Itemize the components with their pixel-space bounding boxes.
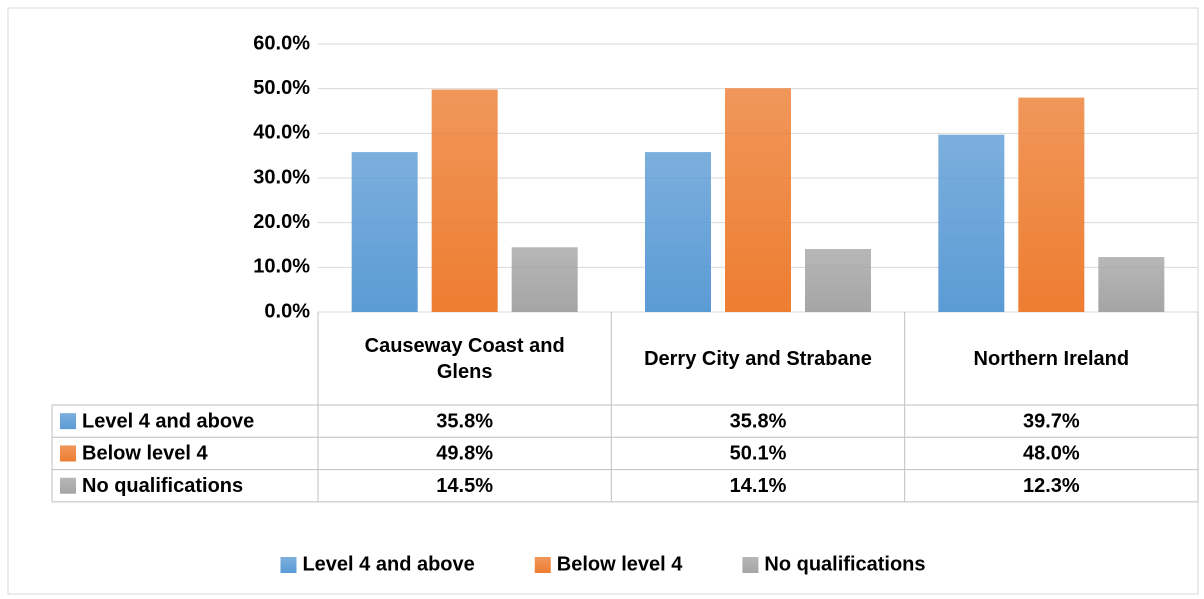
table-value: 14.1%	[730, 475, 787, 497]
table-value: 39.7%	[1023, 410, 1080, 432]
y-tick-label: 40.0%	[253, 122, 310, 144]
table-value: 49.8%	[436, 443, 493, 465]
legend-label: No qualifications	[764, 553, 925, 575]
legend-key	[742, 557, 759, 573]
table-value: 12.3%	[1023, 475, 1080, 497]
bar	[431, 89, 498, 312]
table-value: 14.5%	[436, 475, 493, 497]
bar	[1018, 97, 1085, 312]
bar	[351, 152, 418, 312]
bar	[938, 134, 1005, 312]
table-value: 35.8%	[436, 410, 493, 432]
y-tick-label: 30.0%	[253, 166, 310, 188]
y-tick-label: 50.0%	[253, 77, 310, 99]
bar	[645, 152, 711, 312]
legend-label: Below level 4	[557, 553, 683, 575]
y-tick-label: 0.0%	[264, 300, 310, 322]
table-legend-key	[60, 477, 76, 494]
table-value: 50.1%	[730, 443, 787, 465]
y-tick-label: 10.0%	[253, 256, 310, 278]
y-tick-label: 20.0%	[253, 211, 310, 233]
legend-key	[534, 557, 551, 573]
table-row-label: No qualifications	[82, 475, 243, 497]
category-label: Derry City and Strabane	[644, 347, 872, 370]
bar	[725, 88, 791, 312]
bar	[1098, 257, 1165, 312]
bar	[805, 249, 871, 312]
table-legend-key	[60, 445, 76, 462]
category-label: Northern Ireland	[973, 347, 1130, 370]
table-row-label: Below level 4	[82, 443, 208, 465]
legend-key	[280, 557, 297, 573]
table-legend-key	[60, 413, 76, 430]
table-row-label: Level 4 and above	[82, 410, 254, 432]
table-value: 48.0%	[1023, 443, 1080, 465]
y-tick-label: 60.0%	[253, 32, 310, 54]
table-value: 35.8%	[730, 410, 787, 432]
category-label: Causeway Coast and Glens	[364, 334, 565, 383]
legend-label: Level 4 and above	[302, 553, 474, 575]
bar	[511, 247, 578, 312]
